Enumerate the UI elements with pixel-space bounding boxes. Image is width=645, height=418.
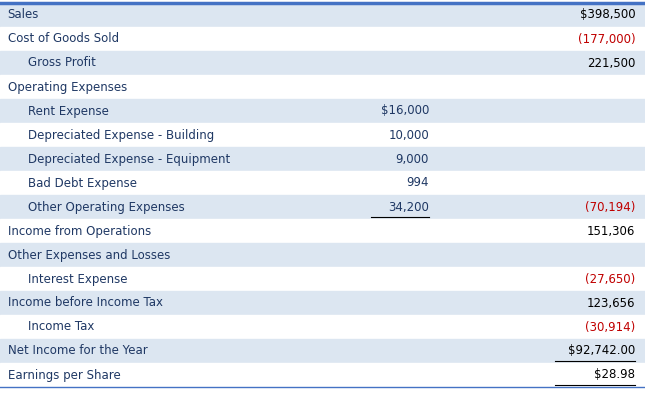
Bar <box>0 339 645 363</box>
Bar <box>0 51 645 75</box>
Text: $28.98: $28.98 <box>594 369 635 382</box>
Bar <box>0 75 645 99</box>
Text: 221,500: 221,500 <box>587 56 635 69</box>
Text: Interest Expense: Interest Expense <box>28 273 128 285</box>
Text: Operating Expenses: Operating Expenses <box>8 81 127 94</box>
Text: Cost of Goods Sold: Cost of Goods Sold <box>8 33 119 46</box>
Text: Income before Income Tax: Income before Income Tax <box>8 296 163 309</box>
Bar <box>0 147 645 171</box>
Text: 10,000: 10,000 <box>388 128 429 142</box>
Bar <box>0 363 645 387</box>
Text: (70,194): (70,194) <box>585 201 635 214</box>
Text: Other Operating Expenses: Other Operating Expenses <box>28 201 185 214</box>
Text: Other Expenses and Losses: Other Expenses and Losses <box>8 248 170 262</box>
Bar <box>0 123 645 147</box>
Bar <box>0 99 645 123</box>
Bar <box>0 291 645 315</box>
Text: $92,742.00: $92,742.00 <box>568 344 635 357</box>
Text: Depreciated Expense - Equipment: Depreciated Expense - Equipment <box>28 153 231 166</box>
Text: Depreciated Expense - Building: Depreciated Expense - Building <box>28 128 215 142</box>
Bar <box>0 27 645 51</box>
Text: $16,000: $16,000 <box>381 104 429 117</box>
Text: (177,000): (177,000) <box>578 33 635 46</box>
Text: Sales: Sales <box>8 8 39 21</box>
Bar <box>0 171 645 195</box>
Text: (27,650): (27,650) <box>585 273 635 285</box>
Text: 994: 994 <box>406 176 429 189</box>
Text: Income from Operations: Income from Operations <box>8 224 151 237</box>
Bar <box>0 267 645 291</box>
Bar <box>0 315 645 339</box>
Bar <box>0 195 645 219</box>
Text: 34,200: 34,200 <box>388 201 429 214</box>
Text: Income Tax: Income Tax <box>28 321 95 334</box>
Text: Gross Profit: Gross Profit <box>28 56 96 69</box>
Text: Bad Debt Expense: Bad Debt Expense <box>28 176 137 189</box>
Text: Rent Expense: Rent Expense <box>28 104 109 117</box>
Text: Earnings per Share: Earnings per Share <box>8 369 121 382</box>
Bar <box>0 3 645 27</box>
Text: 151,306: 151,306 <box>587 224 635 237</box>
Text: $398,500: $398,500 <box>580 8 635 21</box>
Text: 123,656: 123,656 <box>587 296 635 309</box>
Bar <box>0 243 645 267</box>
Text: Net Income for the Year: Net Income for the Year <box>8 344 148 357</box>
Text: (30,914): (30,914) <box>585 321 635 334</box>
Bar <box>0 219 645 243</box>
Text: 9,000: 9,000 <box>395 153 429 166</box>
